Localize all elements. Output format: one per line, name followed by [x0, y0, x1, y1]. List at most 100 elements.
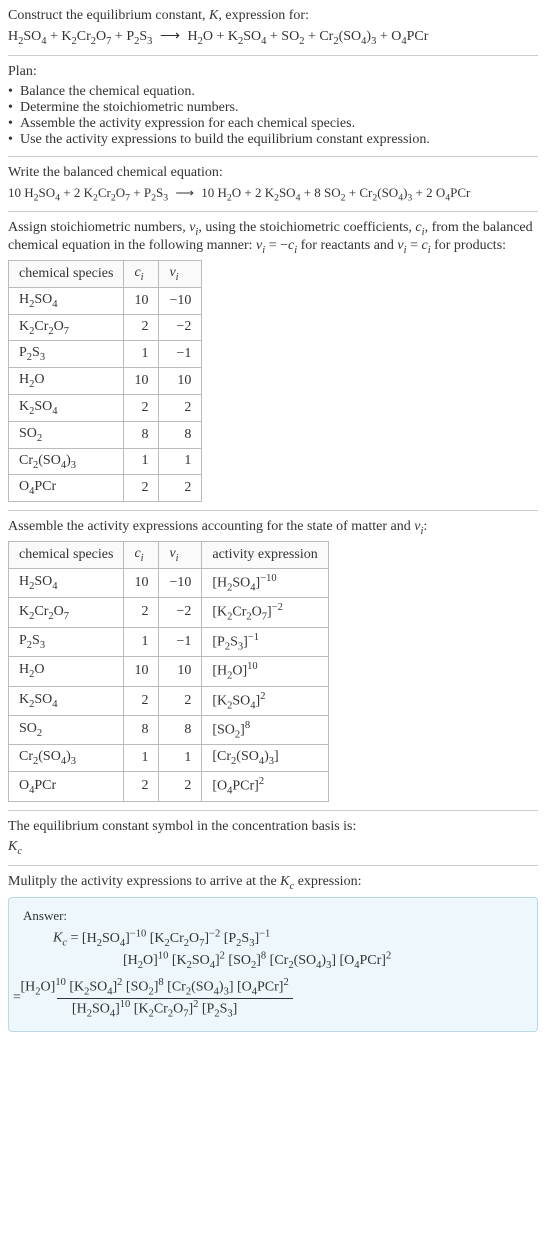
table-row: Cr2(SO4)311[Cr2(SO4)3]: [9, 745, 329, 772]
cell-c: 2: [124, 598, 159, 627]
th-activity: activity expression: [202, 541, 328, 568]
cell-nu: −1: [159, 341, 202, 368]
cell-c: 10: [124, 368, 159, 395]
th: ci: [124, 541, 159, 568]
multiply-intro-a: Mulitply the activity expressions to arr…: [8, 874, 280, 889]
table-row: H2SO410−10: [9, 287, 202, 314]
cell-c: 1: [124, 341, 159, 368]
plan-list: Balance the chemical equation.Determine …: [8, 84, 538, 148]
cell-nu: −2: [159, 598, 202, 627]
plan-item: Assemble the activity expression for eac…: [8, 116, 538, 132]
cell-species: H2O: [9, 657, 124, 686]
th: νi: [159, 541, 202, 568]
cell-c: 10: [124, 287, 159, 314]
cell-activity: [K2SO4]2: [202, 686, 328, 715]
intro: Construct the equilibrium constant, K, e…: [8, 8, 538, 24]
table-row: K2SO422[K2SO4]2: [9, 686, 329, 715]
stoich-intro-a: Assign stoichiometric numbers,: [8, 220, 189, 235]
cell-species: Cr2(SO4)3: [9, 448, 124, 475]
cell-c: 8: [124, 716, 159, 745]
divider: [8, 510, 538, 511]
k: K: [280, 874, 289, 889]
stoich-table: chemical speciesciνiH2SO410−10K2Cr2O72−2…: [8, 260, 202, 502]
cell-species: K2Cr2O7: [9, 314, 124, 341]
plan-item: Balance the chemical equation.: [8, 84, 538, 100]
cell-c: 2: [124, 772, 159, 801]
intro-text-a: Construct the equilibrium constant,: [8, 8, 209, 23]
answer-label: Answer:: [23, 908, 523, 924]
intro-K: K: [209, 8, 218, 23]
th: ci: [124, 260, 159, 287]
cell-nu: 8: [159, 421, 202, 448]
k: K: [8, 839, 17, 854]
table-row: O4PCr22: [9, 475, 202, 502]
cell-activity: [P2S3]−1: [202, 627, 328, 656]
c-sub: c: [17, 846, 22, 857]
divider: [8, 865, 538, 866]
cell-species: K2SO4: [9, 394, 124, 421]
stoich-intro-e: for reactants and: [297, 238, 397, 253]
table-row: P2S31−1: [9, 341, 202, 368]
table-row: K2Cr2O72−2[K2Cr2O7]−2: [9, 598, 329, 627]
cell-nu: 2: [159, 394, 202, 421]
multiply-intro: Mulitply the activity expressions to arr…: [8, 874, 538, 892]
cell-c: 2: [124, 394, 159, 421]
cell-activity: [H2SO4]−10: [202, 568, 328, 597]
cell-nu: −10: [159, 287, 202, 314]
cell-nu: −1: [159, 627, 202, 656]
plan-item: Use the activity expressions to build th…: [8, 132, 538, 148]
cell-activity: [Cr2(SO4)3]: [202, 745, 328, 772]
divider: [8, 156, 538, 157]
balanced-equation: 10 H2SO4 + 2 K2Cr2O7 + P2S3 ⟶ 10 H2O + 2…: [8, 185, 538, 204]
k: K: [53, 931, 62, 946]
cell-activity: [K2Cr2O7]−2: [202, 598, 328, 627]
eq-pos: =: [407, 238, 422, 253]
plan-item: Determine the stoichiometric numbers.: [8, 100, 538, 116]
cell-activity: [H2O]10: [202, 657, 328, 686]
table-row: H2O1010: [9, 368, 202, 395]
activity-intro-b: :: [423, 519, 427, 534]
cell-species: SO2: [9, 421, 124, 448]
cell-c: 2: [124, 686, 159, 715]
cell-c: 10: [124, 568, 159, 597]
cell-nu: 8: [159, 716, 202, 745]
table-row: H2O1010[H2O]10: [9, 657, 329, 686]
cell-nu: 1: [159, 448, 202, 475]
cell-activity: [SO2]8: [202, 716, 328, 745]
intro-text-b: , expression for:: [218, 8, 309, 23]
cell-species: Cr2(SO4)3: [9, 745, 124, 772]
cell-species: P2S3: [9, 627, 124, 656]
symbol-intro: The equilibrium constant symbol in the c…: [8, 819, 538, 835]
cell-species: K2Cr2O7: [9, 598, 124, 627]
cell-c: 1: [124, 627, 159, 656]
cell-nu: −10: [159, 568, 202, 597]
cell-c: 10: [124, 657, 159, 686]
table-row: SO288: [9, 421, 202, 448]
cell-nu: 2: [159, 475, 202, 502]
cell-species: P2S3: [9, 341, 124, 368]
table-row: Cr2(SO4)311: [9, 448, 202, 475]
cell-activity: [O4PCr]2: [202, 772, 328, 801]
cell-nu: 2: [159, 772, 202, 801]
kc-symbol: Kc: [8, 839, 538, 857]
cell-c: 1: [124, 745, 159, 772]
eq-neg: = −: [265, 238, 288, 253]
cell-c: 2: [124, 475, 159, 502]
unbalanced-equation: H2SO4 + K2Cr2O7 + P2S3 ⟶ H2O + K2SO4 + S…: [8, 28, 538, 47]
table-row: H2SO410−10[H2SO4]−10: [9, 568, 329, 597]
th-species: chemical species: [9, 260, 124, 287]
stoich-intro-b: , using the stoichiometric coefficients,: [198, 220, 415, 235]
cell-species: SO2: [9, 716, 124, 745]
cell-species: O4PCr: [9, 772, 124, 801]
th-species: chemical species: [9, 541, 124, 568]
cell-c: 2: [124, 314, 159, 341]
stoich-intro: Assign stoichiometric numbers, νi, using…: [8, 220, 538, 256]
cell-nu: 10: [159, 368, 202, 395]
cell-nu: −2: [159, 314, 202, 341]
answer-expression: Kc = [H2SO4]−10 [K2Cr2O7]−2 [P2S3]−1 [H2…: [23, 928, 523, 1019]
table-row: P2S31−1[P2S3]−1: [9, 627, 329, 656]
divider: [8, 55, 538, 56]
th: νi: [159, 260, 202, 287]
cell-species: K2SO4: [9, 686, 124, 715]
divider: [8, 810, 538, 811]
